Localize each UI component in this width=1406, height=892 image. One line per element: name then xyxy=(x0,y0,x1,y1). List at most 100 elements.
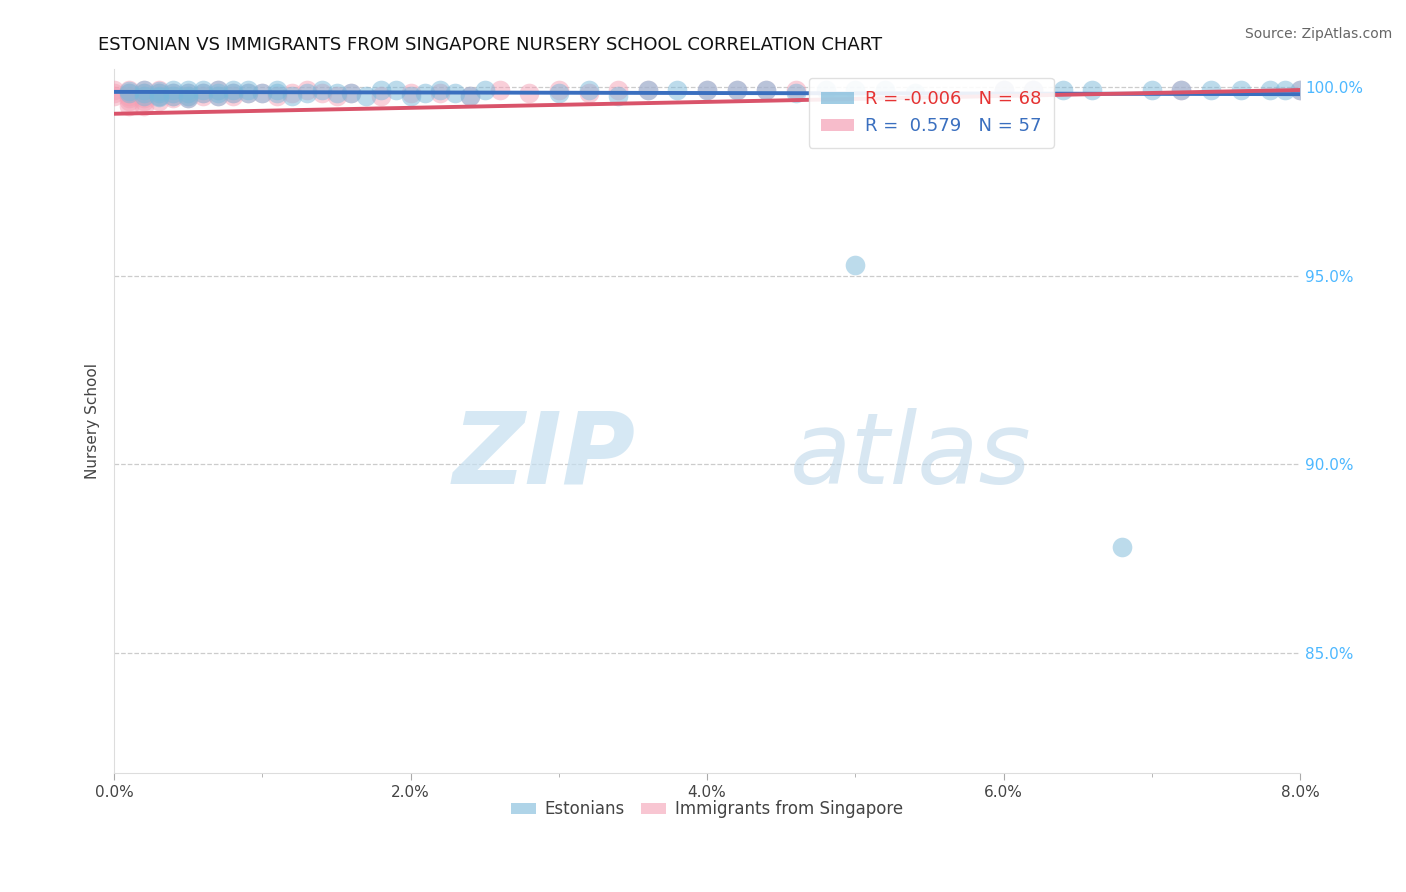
Point xyxy=(207,88,229,103)
Point xyxy=(177,88,200,103)
Point xyxy=(844,83,866,97)
Point xyxy=(103,86,125,100)
Point xyxy=(311,86,333,100)
Point xyxy=(132,99,155,113)
Point xyxy=(132,91,155,105)
Point xyxy=(1170,83,1192,97)
Point xyxy=(666,83,689,97)
Point xyxy=(993,83,1015,97)
Point xyxy=(1081,83,1104,97)
Point xyxy=(191,86,214,100)
Point xyxy=(236,83,259,97)
Point xyxy=(1140,83,1163,97)
Point xyxy=(191,88,214,103)
Point xyxy=(118,94,141,108)
Point xyxy=(399,88,422,103)
Point xyxy=(578,86,600,100)
Point xyxy=(1052,83,1074,97)
Point xyxy=(207,83,229,97)
Point xyxy=(118,91,141,105)
Point xyxy=(1260,83,1282,97)
Point xyxy=(444,86,467,100)
Point xyxy=(1289,83,1312,97)
Point xyxy=(118,88,141,103)
Point xyxy=(637,83,659,97)
Point xyxy=(132,94,155,108)
Point xyxy=(547,83,569,97)
Point xyxy=(755,83,778,97)
Point xyxy=(118,86,141,100)
Point xyxy=(207,86,229,100)
Point xyxy=(637,83,659,97)
Point xyxy=(207,88,229,103)
Point xyxy=(148,86,170,100)
Legend: Estonians, Immigrants from Singapore: Estonians, Immigrants from Singapore xyxy=(505,794,910,825)
Point xyxy=(904,86,927,100)
Point xyxy=(488,83,510,97)
Point xyxy=(132,88,155,103)
Point xyxy=(191,86,214,100)
Point xyxy=(132,88,155,103)
Point xyxy=(266,86,288,100)
Point xyxy=(873,83,896,97)
Point xyxy=(222,86,245,100)
Point xyxy=(266,88,288,103)
Point xyxy=(132,86,155,100)
Point xyxy=(696,83,718,97)
Point xyxy=(162,88,184,103)
Point xyxy=(340,86,363,100)
Point xyxy=(177,83,200,97)
Point xyxy=(1022,83,1045,97)
Text: Source: ZipAtlas.com: Source: ZipAtlas.com xyxy=(1244,27,1392,41)
Point xyxy=(118,83,141,97)
Point xyxy=(266,83,288,97)
Point xyxy=(458,88,481,103)
Point xyxy=(148,86,170,100)
Point xyxy=(725,83,748,97)
Point xyxy=(281,86,304,100)
Point xyxy=(118,86,141,100)
Point xyxy=(222,86,245,100)
Point xyxy=(370,83,392,97)
Point xyxy=(385,83,408,97)
Point xyxy=(177,86,200,100)
Point xyxy=(236,86,259,100)
Point xyxy=(1170,83,1192,97)
Point xyxy=(1199,83,1222,97)
Point xyxy=(162,83,184,97)
Point xyxy=(148,84,170,98)
Point xyxy=(295,86,318,100)
Point xyxy=(517,86,540,100)
Point xyxy=(578,83,600,97)
Point xyxy=(1289,83,1312,97)
Point xyxy=(429,83,451,97)
Point xyxy=(281,88,304,103)
Point xyxy=(844,258,866,272)
Point xyxy=(325,88,347,103)
Point xyxy=(132,83,155,97)
Point xyxy=(429,86,451,100)
Point xyxy=(1022,83,1045,97)
Point xyxy=(607,83,630,97)
Point xyxy=(222,83,245,97)
Point xyxy=(118,99,141,113)
Point xyxy=(1274,83,1296,97)
Point xyxy=(148,94,170,108)
Point xyxy=(103,83,125,97)
Point xyxy=(118,84,141,98)
Point xyxy=(148,83,170,97)
Point xyxy=(295,83,318,97)
Point xyxy=(162,86,184,100)
Point xyxy=(132,86,155,100)
Point xyxy=(785,83,807,97)
Point xyxy=(696,83,718,97)
Point xyxy=(1111,541,1133,555)
Point xyxy=(148,88,170,103)
Point xyxy=(222,88,245,103)
Point xyxy=(191,83,214,97)
Point xyxy=(415,86,437,100)
Point xyxy=(547,86,569,100)
Point xyxy=(354,88,377,103)
Point xyxy=(340,86,363,100)
Point xyxy=(162,86,184,100)
